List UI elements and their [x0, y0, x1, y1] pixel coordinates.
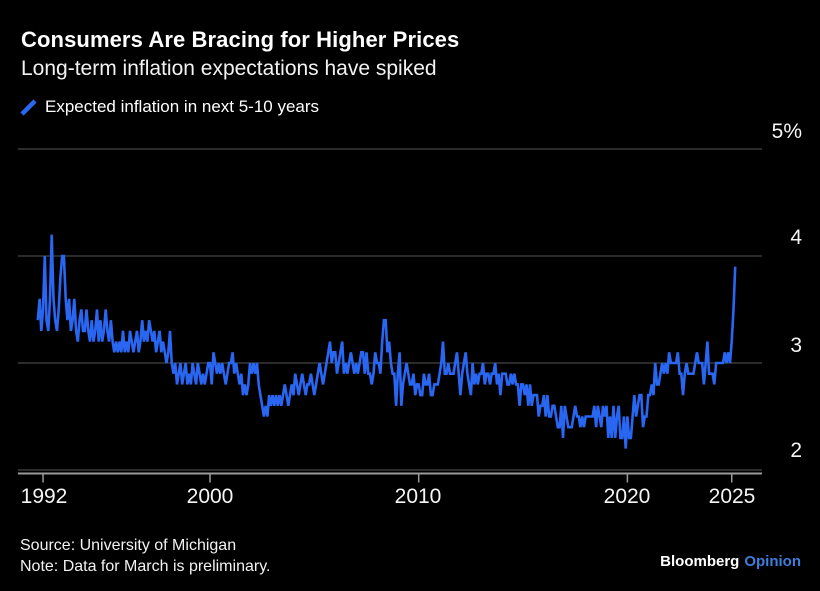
x-tick-label-2020: 2020	[603, 485, 651, 508]
x-tick-label-2000: 2000	[186, 485, 234, 508]
y-tick-label-5: 5%	[771, 120, 802, 143]
chart-subtitle: Long-term inflation expectations have sp…	[21, 57, 437, 80]
chart-legend: Expected inflation in next 5-10 years	[20, 97, 319, 117]
note-text: Note: Data for March is preliminary.	[20, 558, 271, 575]
source-text: Source: University of Michigan	[20, 537, 237, 554]
x-tick-label-2025: 2025	[708, 485, 756, 508]
legend-label: Expected inflation in next 5-10 years	[45, 97, 320, 116]
bloomberg-opinion-logo: Bloomberg Opinion	[660, 553, 801, 570]
x-tick-label-1992: 1992	[20, 485, 68, 508]
y-tick-label-4: 4	[790, 226, 802, 249]
y-tick-label-3: 3	[790, 334, 802, 357]
legend-slash-icon	[20, 98, 37, 116]
opinion-wordmark: Opinion	[744, 553, 801, 570]
footnote-block: Source: University of Michigan Note: Dat…	[20, 535, 270, 577]
bloomberg-wordmark: Bloomberg	[660, 553, 740, 570]
x-tick-label-2010: 2010	[394, 485, 442, 508]
y-tick-label-2: 2	[790, 439, 802, 462]
chart-title: Consumers Are Bracing for Higher Prices	[21, 27, 460, 52]
